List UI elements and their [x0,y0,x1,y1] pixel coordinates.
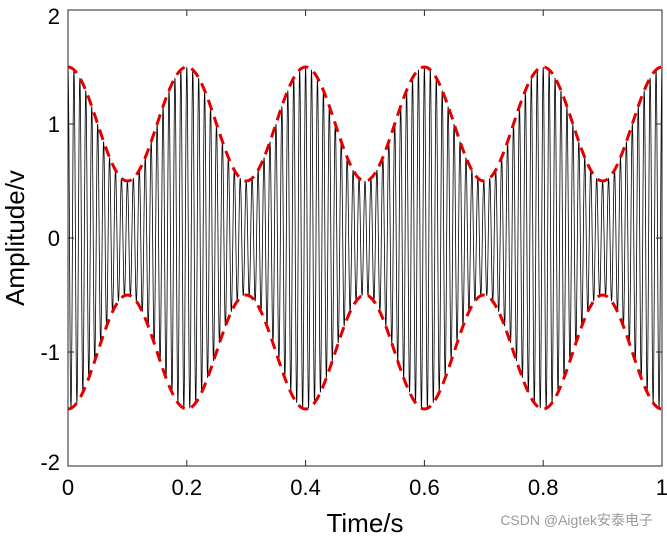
x-ticks: 0 0.2 0.4 0.6 0.8 1 [62,10,667,500]
x-tick-label: 0.8 [528,475,559,500]
y-tick-label: -2 [40,450,60,475]
x-axis-label: Time/s [326,508,403,538]
x-tick-label: 1 [656,475,667,500]
plot-area [68,10,662,466]
x-tick-label: 0 [62,475,74,500]
x-tick-label: 0.4 [290,475,321,500]
y-ticks: -2 -1 0 1 2 [40,4,662,475]
y-tick-label: -1 [40,340,60,365]
y-tick-label: 2 [48,4,60,29]
watermark: CSDN @Aigtek安泰电子 [500,512,653,528]
x-tick-label: 0.2 [172,475,203,500]
x-tick-label: 0.6 [409,475,440,500]
y-tick-label: 0 [48,226,60,251]
am-signal-line [67,66,663,409]
y-axis-label: Amplitude/v [0,170,30,306]
y-tick-label: 1 [48,112,60,137]
